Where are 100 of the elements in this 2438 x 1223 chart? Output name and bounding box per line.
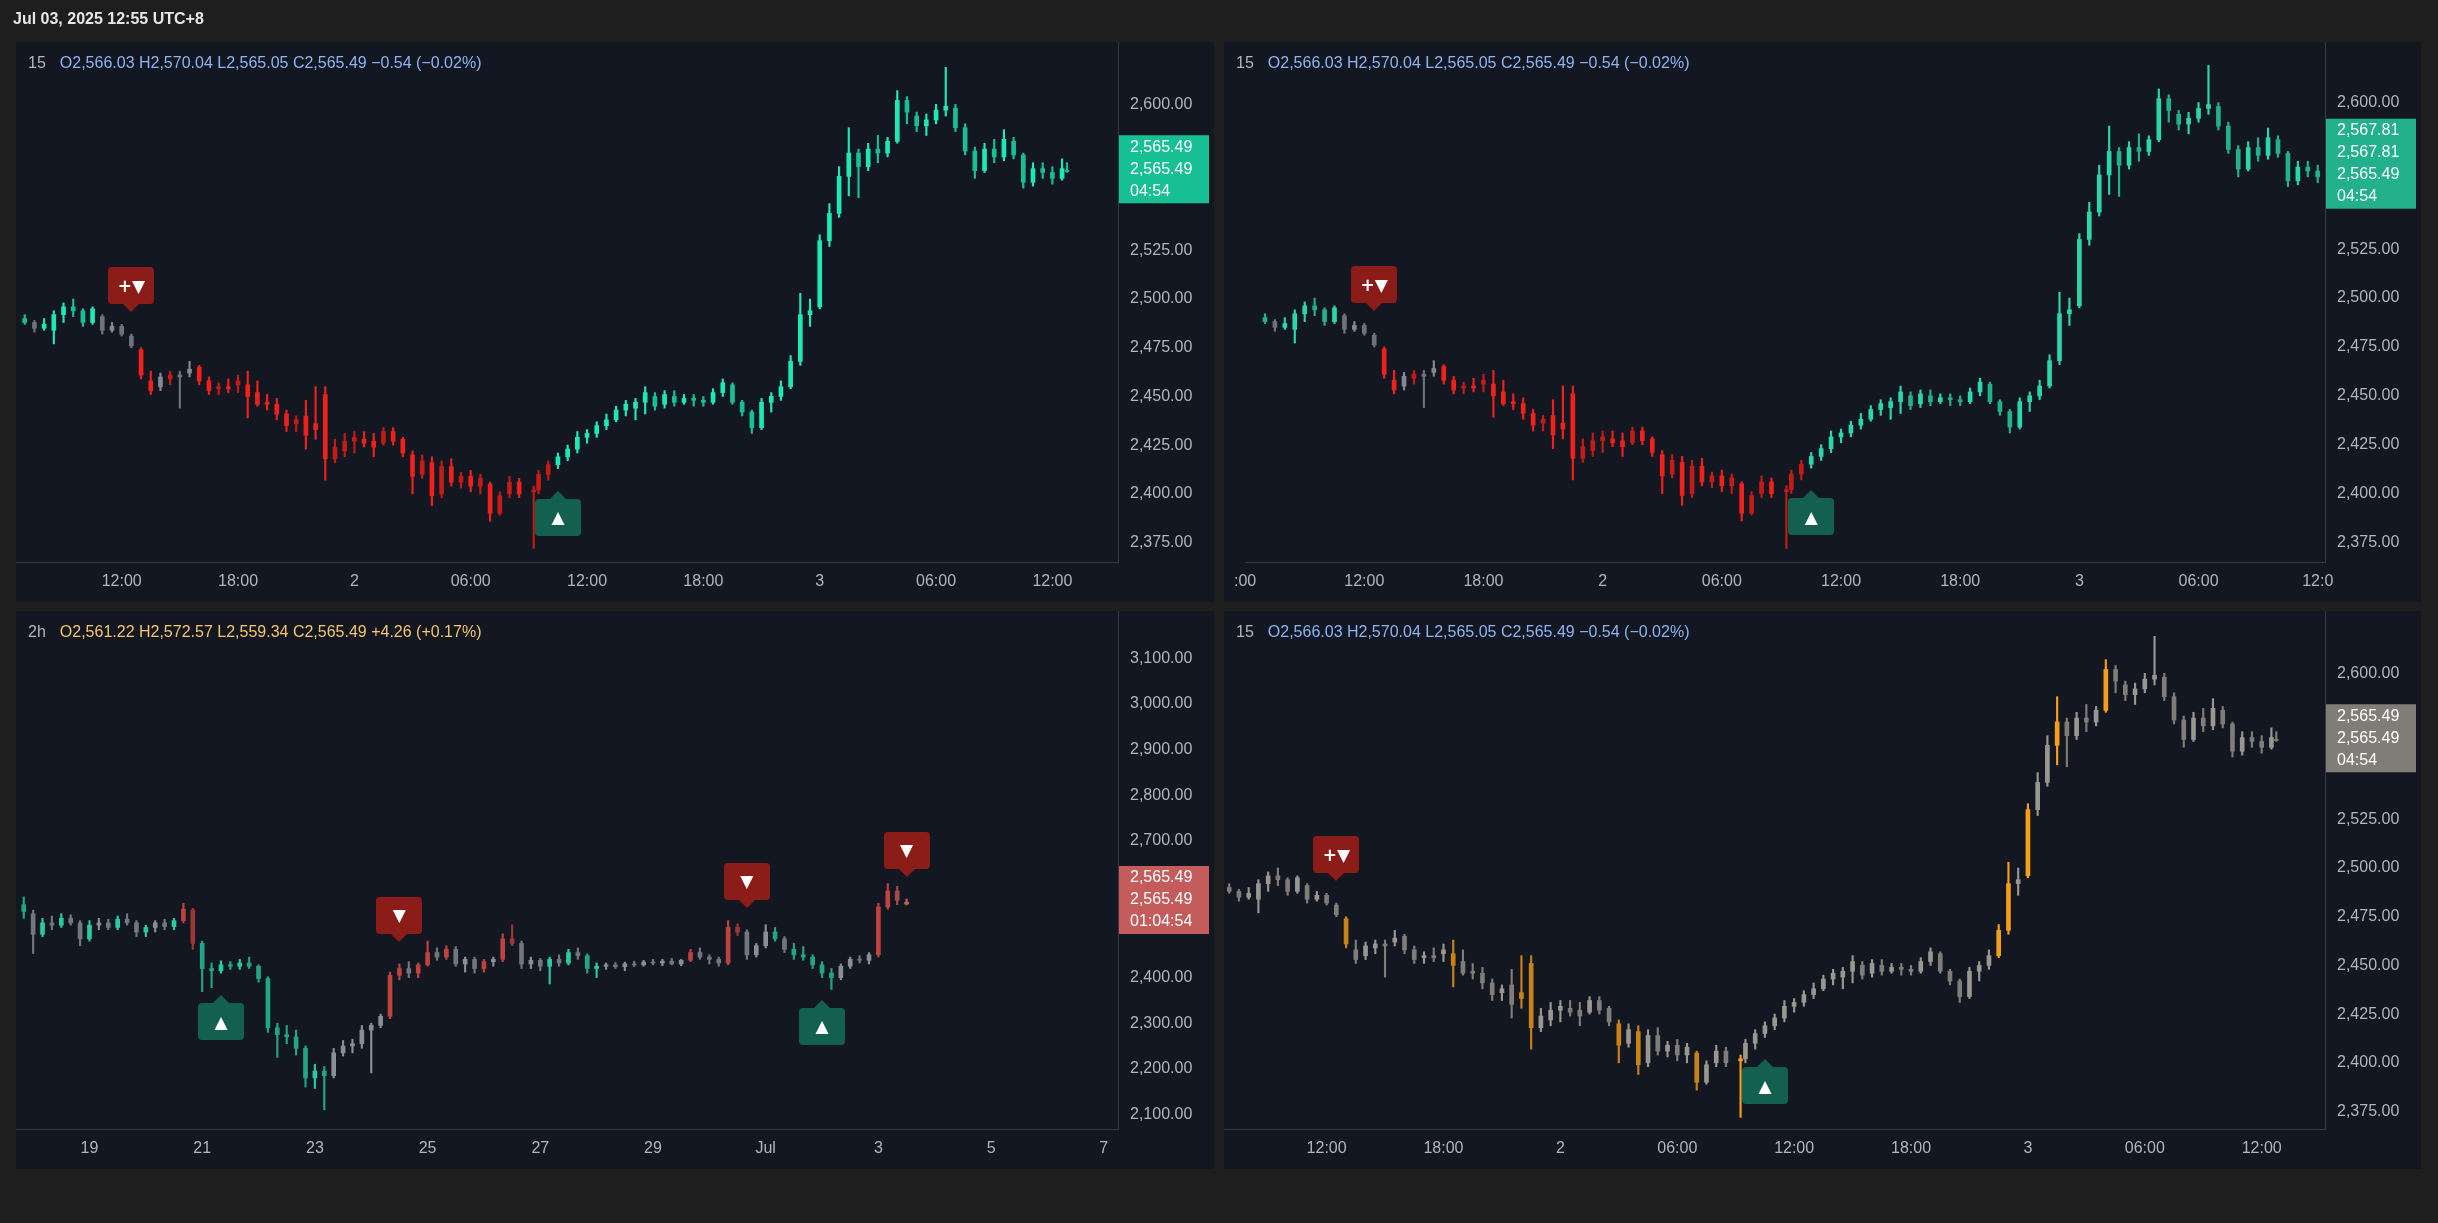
x-tick-label: 18:00 [683,572,724,590]
x-tick-label: 12:00 [1774,1139,1815,1157]
y-tick-label: 2,600.00 [2337,663,2400,681]
y-tick-label: 2,500.00 [2337,858,2400,876]
x-tick-label: 12:00 [101,572,142,590]
y-tick-label: 2,475.00 [2337,337,2400,355]
x-tick-label: 2 [349,572,359,590]
x-tick-label: 18:00 [1891,1139,1932,1157]
x-tick-label: 21 [193,1139,212,1157]
x-tick-label: 06:00 [916,572,957,590]
text: 15 [1236,54,1254,72]
y-tick-label: 2,375.00 [2337,532,2400,550]
annotation: ▼ [900,840,914,861]
text: 15 [1236,623,1254,641]
y-tick-label: 2,525.00 [2337,239,2400,257]
candlestick [2206,65,2211,115]
annotation: ▼ [740,871,754,892]
text: 2,565.49 [1130,159,1193,177]
y-tick-label: 2,400.00 [2337,483,2400,501]
annotation: ▼ [392,905,406,926]
y-tick-label: 2,425.00 [2337,435,2400,453]
x-tick-label: 3 [2074,572,2084,590]
candlestick [1441,943,1446,962]
text: 2,565.49 [1130,137,1193,155]
x-tick-label: 06:00 [1701,572,1742,590]
text: 2,567.81 [2337,143,2400,161]
y-tick-label: 2,500.00 [1130,289,1193,307]
candlestick [187,361,192,378]
x-tick-label: :00 [1234,572,1257,590]
x-tick-label: 3 [873,1139,883,1157]
x-tick-label: 12:00 [1306,1139,1347,1157]
x-tick-label: 29 [644,1139,662,1157]
text: 01:04:54 [1130,912,1193,930]
x-tick-label: 7 [1099,1139,1109,1157]
candlestick [633,398,638,421]
candlestick [313,386,318,440]
y-tick-label: 2,700.00 [1130,831,1193,849]
x-tick-label: 18:00 [1463,572,1504,590]
x-tick-label: 3 [815,572,825,590]
y-tick-label: 2,400.00 [1130,968,1193,986]
x-tick-label: 18:00 [217,572,259,590]
x-tick-label: 19 [80,1139,99,1157]
text: O2,566.03 H2,570.04 L2,565.05 C2,565.49 −0.54 (−0.02%) [1267,54,1690,72]
y-tick-label: 2,450.00 [2337,386,2400,404]
candlestick [1481,374,1486,393]
text: 2,567.81 [2337,121,2400,139]
y-tick-label: 3,100.00 [1130,648,1193,666]
text: 2,565.49 [2337,728,2400,746]
y-tick-label: 2,400.00 [2337,1053,2400,1071]
annotation: +▼ [117,275,146,296]
x-tick-label: 12:00 [1344,572,1385,590]
x-tick-label: 06:00 [2124,1139,2165,1157]
y-tick-label: 2,900.00 [1130,740,1193,758]
candlestick [856,148,861,199]
annotation: ▲ [214,1011,228,1032]
x-tick-label: Jul [755,1139,776,1157]
annotation: +▼ [1322,844,1350,865]
text: 2h [28,623,46,641]
x-tick-label: 06:00 [1657,1139,1698,1157]
candlestick [1620,432,1625,457]
y-tick-label: 2,475.00 [2337,907,2400,925]
text: O2,566.03 H2,570.04 L2,565.05 C2,565.49 −0.54 (−0.02%) [1267,623,1690,641]
y-tick-label: 2,450.00 [2337,955,2400,973]
annotation: ▲ [1758,1075,1772,1096]
annotation: ▲ [551,507,565,528]
y-tick-label: 2,400.00 [1130,484,1193,502]
x-tick-label: 23 [305,1139,324,1157]
y-tick-label: 2,375.00 [1130,532,1193,550]
text: 15 [28,54,46,72]
x-tick-label: 12:00 [567,572,608,590]
x-tick-label: 12:00 [1820,572,1862,590]
y-tick-label: 2,600.00 [1130,94,1193,112]
x-tick-label: 12:00 [1032,572,1073,590]
candlestick [2152,635,2157,686]
x-tick-label: 12:0 [2302,572,2334,590]
y-tick-label: 2,525.00 [1130,240,1193,258]
y-tick-label: 2,375.00 [2337,1101,2400,1119]
x-tick-label: 5 [986,1139,996,1157]
y-tick-label: 2,100.00 [1130,1104,1193,1122]
y-tick-label: 2,500.00 [2337,288,2400,306]
text: O2,566.03 H2,570.04 L2,565.05 C2,565.49 −0.54 (−0.02%) [59,54,482,72]
x-tick-label: 06:00 [450,572,491,590]
y-tick-label: 2,425.00 [1130,435,1193,453]
y-tick-label: 2,800.00 [1130,785,1193,803]
x-tick-label: 12:00 [2241,1139,2282,1157]
x-tick-label: 2 [1555,1139,1565,1157]
x-tick-label: 18:00 [1423,1139,1464,1157]
y-tick-label: 2,525.00 [2337,809,2400,827]
x-tick-label: 2 [1598,572,1608,590]
x-tick-label: 27 [531,1139,550,1157]
candlestick [2067,297,2072,326]
annotation: ▲ [1804,506,1818,527]
x-tick-label: 25 [418,1139,437,1157]
candlestick [829,968,834,990]
y-tick-label: 2,425.00 [2337,1004,2400,1022]
y-tick-label: 2,300.00 [1130,1013,1193,1031]
text: 2,565.49 [2337,165,2400,183]
annotation: ▲ [815,1016,829,1037]
text: 04:54 [2337,187,2378,205]
candlestick [350,1038,355,1054]
